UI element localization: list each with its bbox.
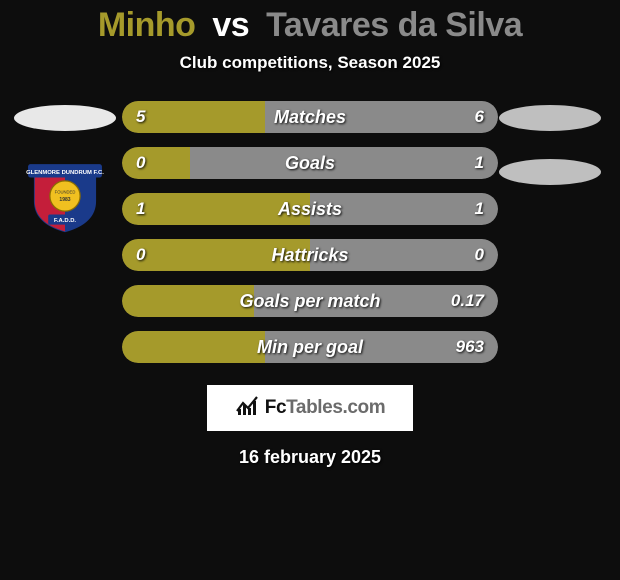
stat-fill-left — [122, 331, 265, 363]
stat-value-left: 0 — [136, 147, 145, 179]
brand-com: .com — [343, 397, 386, 418]
player2-placeholder-ellipse-2 — [499, 159, 601, 185]
player2-name: Tavares da Silva — [266, 6, 522, 44]
stat-value-right: 963 — [456, 331, 484, 363]
stat-value-right: 0.17 — [451, 285, 484, 317]
stat-fill-right — [190, 147, 498, 179]
stat-value-left: 1 — [136, 193, 145, 225]
right-side — [500, 101, 620, 377]
player1-name: Minho — [98, 6, 196, 44]
svg-text:1983: 1983 — [59, 197, 70, 203]
subtitle: Club competitions, Season 2025 — [0, 53, 620, 73]
chart-icon — [235, 395, 259, 422]
brand-tables: Tables — [286, 397, 342, 418]
stat-fill-right — [310, 193, 498, 225]
stat-row: 0.17Goals per match — [122, 285, 498, 317]
brand-badge: FcTables.com — [207, 385, 413, 431]
stat-value-right: 6 — [475, 101, 484, 133]
svg-text:GLENMORE DUNDRUM F.C.: GLENMORE DUNDRUM F.C. — [26, 170, 104, 176]
stat-row: 00Hattricks — [122, 239, 498, 271]
main-area: GLENMORE DUNDRUM F.C. FOUNDED 1983 F.A.D… — [0, 101, 620, 377]
stat-fill-left — [122, 239, 310, 271]
stat-value-left: 5 — [136, 101, 145, 133]
stat-fill-left — [122, 285, 254, 317]
stat-value-right: 1 — [475, 193, 484, 225]
brand-text: FcTables.com — [265, 397, 386, 419]
svg-text:FOUNDED: FOUNDED — [55, 190, 76, 195]
club-crest-icon: GLENMORE DUNDRUM F.C. FOUNDED 1983 F.A.D… — [23, 149, 107, 233]
stat-value-left: 0 — [136, 239, 145, 271]
container: Minho vs Tavares da Silva Club competiti… — [0, 0, 620, 468]
brand-fc: Fc — [265, 397, 286, 418]
stat-fill-right — [310, 239, 498, 271]
stat-row: 11Assists — [122, 193, 498, 225]
stat-fill-right — [265, 101, 498, 133]
player1-placeholder-ellipse — [14, 105, 116, 131]
stat-row: 56Matches — [122, 101, 498, 133]
vs-label: vs — [212, 6, 249, 44]
stat-fill-left — [122, 147, 190, 179]
stat-value-right: 0 — [475, 239, 484, 271]
date-label: 16 february 2025 — [239, 447, 381, 468]
svg-text:F.A.D.D.: F.A.D.D. — [54, 218, 77, 224]
left-side: GLENMORE DUNDRUM F.C. FOUNDED 1983 F.A.D… — [0, 101, 120, 377]
stat-bars: 56Matches01Goals11Assists00Hattricks0.17… — [120, 101, 500, 377]
stat-fill-left — [122, 193, 310, 225]
page-title: Minho vs Tavares da Silva — [0, 6, 620, 45]
player2-placeholder-ellipse-1 — [499, 105, 601, 131]
stat-row: 01Goals — [122, 147, 498, 179]
stat-value-right: 1 — [475, 147, 484, 179]
footer: FcTables.com 16 february 2025 — [0, 385, 620, 468]
stat-row: 963Min per goal — [122, 331, 498, 363]
